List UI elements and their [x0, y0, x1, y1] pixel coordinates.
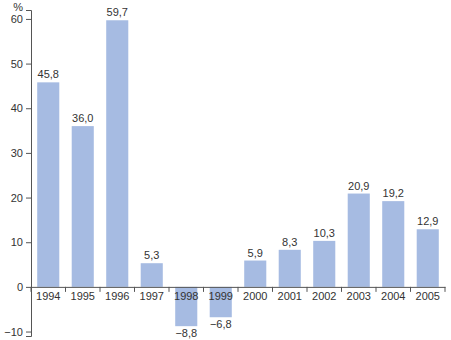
data-label: 19,2 — [383, 187, 404, 199]
category-separator — [134, 287, 135, 292]
x-tick-label: 1998 — [174, 290, 198, 302]
y-tick: 10 — [11, 236, 31, 248]
y-tick-label: 30 — [11, 147, 23, 159]
bars — [37, 20, 439, 326]
bar — [279, 250, 301, 287]
y-tick-label: −10 — [4, 326, 23, 338]
x-tick: 2004 — [381, 287, 405, 302]
y-tick-mark — [26, 64, 31, 65]
y-tick-mark — [26, 19, 31, 20]
x-tick-label: 2003 — [347, 290, 371, 302]
x-tick-label: 1999 — [209, 290, 233, 302]
category-separator — [376, 287, 377, 292]
category-separator — [65, 287, 66, 292]
y-axis-line — [26, 11, 32, 337]
y-tick-mark — [26, 332, 31, 333]
category-separator — [169, 287, 170, 292]
category-separator — [272, 287, 273, 292]
x-tick-label: 2004 — [381, 290, 405, 302]
y-tick-label: 40 — [11, 102, 23, 114]
data-label: 20,9 — [348, 180, 369, 192]
bar — [106, 20, 128, 287]
category-separators — [31, 287, 445, 292]
y-tick: 40 — [11, 102, 31, 114]
x-tick-label: 1994 — [36, 290, 60, 302]
y-axis-title: % — [13, 1, 23, 13]
y-tick: 50 — [11, 58, 31, 70]
x-tick: 2003 — [347, 287, 371, 302]
chart: −100102030405060%19941995199619971998199… — [0, 0, 451, 340]
category-separator — [410, 287, 411, 292]
y-tick: 20 — [11, 192, 31, 204]
category-separator — [203, 287, 204, 292]
x-tick: 1995 — [71, 287, 95, 302]
data-label: 36,0 — [72, 112, 93, 124]
data-label: 45,8 — [38, 68, 59, 80]
x-tick: 2005 — [416, 287, 440, 302]
data-label: 59,7 — [107, 6, 128, 18]
x-tick: 1998 — [174, 287, 198, 302]
y-tick-mark — [26, 108, 31, 109]
x-tick: 2001 — [278, 287, 302, 302]
y-tick-mark — [26, 242, 31, 243]
y-tick-label: 0 — [17, 281, 23, 293]
x-tick-label: 1996 — [105, 290, 129, 302]
data-labels: 45,8 36,0 59,7 5,3 −8,8 −6,8 5,9 8,3 10,3 20,9 19,… — [38, 6, 439, 339]
data-label: 5,9 — [248, 247, 263, 259]
category-separator — [307, 287, 308, 292]
category-separator — [31, 287, 32, 292]
x-tick: 1996 — [105, 287, 129, 302]
x-tick-label: 2001 — [278, 290, 302, 302]
y-tick-label: 50 — [11, 58, 23, 70]
x-tick: 1999 — [209, 287, 233, 302]
category-separator — [341, 287, 342, 292]
data-label: 8,3 — [282, 236, 297, 248]
x-tick-label: 1997 — [140, 290, 164, 302]
category-separator — [445, 287, 446, 292]
x-tick-label: 2005 — [416, 290, 440, 302]
y-tick: −10 — [4, 326, 31, 338]
bar — [72, 126, 94, 287]
y-tick: 60 — [11, 13, 31, 25]
bar — [382, 201, 404, 287]
category-separator — [238, 287, 239, 292]
y-tick-label: 10 — [11, 236, 23, 248]
x-tick: 2000 — [243, 287, 267, 302]
y-tick: 30 — [11, 147, 31, 159]
category-separator — [100, 287, 101, 292]
y-tick: 0 — [17, 281, 31, 293]
x-axis: 1994 1995 1996 1997 1998 1999 2000 2001 2002 2003… — [32, 287, 446, 302]
bar — [141, 263, 163, 287]
y-tick-mark — [26, 198, 31, 199]
x-tick-label: 2000 — [243, 290, 267, 302]
bar — [417, 229, 439, 287]
bar — [313, 241, 335, 287]
bar — [348, 194, 370, 287]
x-tick-label: 1995 — [71, 290, 95, 302]
data-label: 5,3 — [144, 249, 159, 261]
y-tick-mark — [26, 287, 31, 288]
x-tick: 1994 — [36, 287, 60, 302]
y-tick-mark — [26, 153, 31, 154]
x-tick: 2002 — [312, 287, 336, 302]
x-tick-label: 2002 — [312, 290, 336, 302]
data-label: −8,8 — [175, 327, 197, 339]
bar — [37, 82, 59, 287]
bar — [244, 261, 266, 287]
data-label: 12,9 — [417, 215, 438, 227]
data-label: 10,3 — [314, 227, 335, 239]
y-tick-label: 20 — [11, 192, 23, 204]
x-tick: 1997 — [140, 287, 164, 302]
y-tick-label: 60 — [11, 13, 23, 25]
data-label: −6,8 — [210, 318, 232, 330]
y-axis: −10 0 10 20 30 40 50 60 — [4, 11, 31, 338]
